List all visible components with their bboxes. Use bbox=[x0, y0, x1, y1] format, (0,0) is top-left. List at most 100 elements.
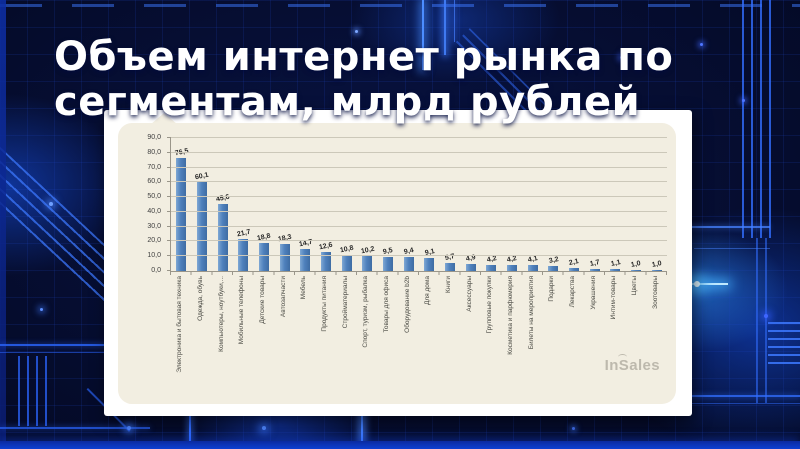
category-cell: Интим-товары bbox=[604, 276, 625, 400]
y-axis-tick bbox=[167, 196, 171, 198]
glow-line-vertical-2 bbox=[444, 0, 446, 55]
bottom-right-horizontal-1 bbox=[676, 395, 800, 397]
glow-dot bbox=[262, 426, 266, 430]
bar-column: 9,5 bbox=[378, 138, 399, 271]
category-label: Мебель bbox=[300, 276, 308, 300]
glow-dot bbox=[127, 426, 131, 430]
y-axis-label: 60,0 bbox=[147, 178, 161, 186]
category-label: Лекарства bbox=[569, 276, 577, 308]
bar-value-label: 1,0 bbox=[630, 259, 642, 269]
right-horizontal-1 bbox=[686, 226, 770, 228]
bar-value-label: 1,0 bbox=[651, 259, 663, 269]
bar-value-label: 60,1 bbox=[194, 171, 210, 182]
bar bbox=[176, 157, 187, 271]
bar bbox=[238, 238, 249, 271]
y-axis-label: 10,0 bbox=[147, 252, 161, 260]
gridline bbox=[171, 181, 667, 183]
bar bbox=[445, 262, 456, 271]
bar bbox=[548, 266, 559, 271]
chart-card: 90,0 80,0 70,0 60,0 50,0 40,0 30,0 20,0 10,0 0,0 … bbox=[104, 110, 692, 416]
bar-column: 1,0 bbox=[626, 138, 647, 271]
y-axis-tick bbox=[167, 166, 171, 168]
bar bbox=[300, 249, 311, 271]
category-cell: Украшения bbox=[583, 276, 604, 400]
slide-title: Объем интернет рынка по сегментам, млрд … bbox=[54, 34, 673, 125]
bar-value-label: 10,2 bbox=[359, 245, 375, 256]
bar-column: 9,1 bbox=[419, 138, 440, 271]
bar-column: 12,6 bbox=[316, 138, 337, 271]
bar bbox=[507, 264, 518, 271]
left-edge-strip bbox=[0, 0, 6, 449]
bar-column: 18,8 bbox=[254, 138, 275, 271]
insales-logo-s: S bbox=[617, 354, 630, 374]
slide-title-line2: сегментам, млрд рублей bbox=[54, 78, 641, 125]
category-label: Косметика и парфюмерия bbox=[507, 276, 515, 355]
y-axis-label: 80,0 bbox=[147, 148, 161, 156]
bar-column: 5,7 bbox=[440, 138, 461, 271]
bar bbox=[465, 263, 476, 271]
category-label: Аксессуары bbox=[465, 276, 473, 312]
category-label: Для дома bbox=[424, 276, 432, 306]
category-cell: Стройматериалы bbox=[335, 276, 356, 400]
y-axis: 90,0 80,0 70,0 60,0 50,0 40,0 30,0 20,0 10,0 0,0 bbox=[118, 134, 164, 274]
bar-value-label: 3,2 bbox=[547, 256, 559, 266]
category-label: Украшения bbox=[589, 276, 597, 310]
bottom-right-horizontal-2 bbox=[676, 403, 800, 404]
y-axis-tick bbox=[167, 210, 171, 212]
y-axis-label: 20,0 bbox=[147, 237, 161, 245]
y-axis-label: 40,0 bbox=[147, 207, 161, 215]
category-cell: Книги bbox=[439, 276, 460, 400]
bar-column: 10,8 bbox=[336, 138, 357, 271]
category-label: Билеты на мероприятия bbox=[527, 276, 535, 350]
right-mini-stack bbox=[768, 322, 800, 364]
bar-column: 14,7 bbox=[295, 138, 316, 271]
y-axis-tick bbox=[167, 255, 171, 257]
bar bbox=[217, 203, 228, 271]
bar-column: 4,2 bbox=[502, 138, 523, 271]
y-axis-tick bbox=[167, 137, 171, 138]
bar bbox=[569, 267, 580, 271]
category-cell: Автозапчасти bbox=[273, 276, 294, 400]
glow-dot bbox=[572, 427, 575, 430]
bar-column: 1,0 bbox=[646, 138, 667, 271]
gridline bbox=[171, 255, 667, 257]
bar-value-label: 4,1 bbox=[527, 255, 539, 264]
category-label: Товары для офиса bbox=[383, 276, 391, 333]
bar bbox=[527, 264, 538, 271]
insales-logo: InSales bbox=[605, 354, 660, 374]
glow-dot bbox=[764, 314, 768, 318]
x-axis-ticks bbox=[170, 272, 667, 275]
bar bbox=[259, 243, 270, 271]
bar-column: 9,4 bbox=[398, 138, 419, 271]
category-cell: Спорт, туризм, рыбалка bbox=[356, 276, 377, 400]
y-axis-label: 30,0 bbox=[147, 222, 161, 230]
right-vertical-group-lower bbox=[756, 238, 772, 403]
bar-column: 76,5 bbox=[171, 138, 192, 271]
category-label: Стройматериалы bbox=[341, 276, 349, 329]
category-label: Групповые покупки bbox=[486, 276, 494, 334]
bar bbox=[383, 256, 394, 271]
category-cell: Лекарства bbox=[563, 276, 584, 400]
category-label: Цветы bbox=[631, 276, 639, 296]
right-vertical-group bbox=[742, 0, 772, 238]
glow-dot bbox=[355, 30, 358, 33]
plot-area: 76,560,1 45,6 21,718,818,314,712,6 10,8 10,2… bbox=[167, 137, 667, 272]
category-label: Подарки bbox=[548, 276, 556, 302]
bar-value-label: 12,6 bbox=[318, 242, 334, 252]
gridline bbox=[171, 225, 667, 227]
category-cell: Электроника и бытовая техника bbox=[170, 276, 191, 400]
gridline bbox=[171, 210, 667, 212]
category-cell: Мебель bbox=[294, 276, 315, 400]
y-axis-tick bbox=[167, 240, 171, 242]
bottom-vertical-1 bbox=[189, 393, 191, 443]
category-label: Детские товары bbox=[259, 276, 267, 324]
bar-value-label: 2,1 bbox=[568, 257, 580, 267]
bar-value-label: 5,7 bbox=[444, 252, 456, 262]
category-cell: Косметика и парфюмерия bbox=[501, 276, 522, 400]
bar bbox=[610, 269, 621, 271]
insales-logo-rest: ales bbox=[629, 357, 660, 374]
callout-tail bbox=[151, 113, 177, 124]
bar-column: 4,2 bbox=[481, 138, 502, 271]
category-label: Зоотовары bbox=[651, 276, 659, 309]
category-cell: Одежда, обувь bbox=[191, 276, 212, 400]
